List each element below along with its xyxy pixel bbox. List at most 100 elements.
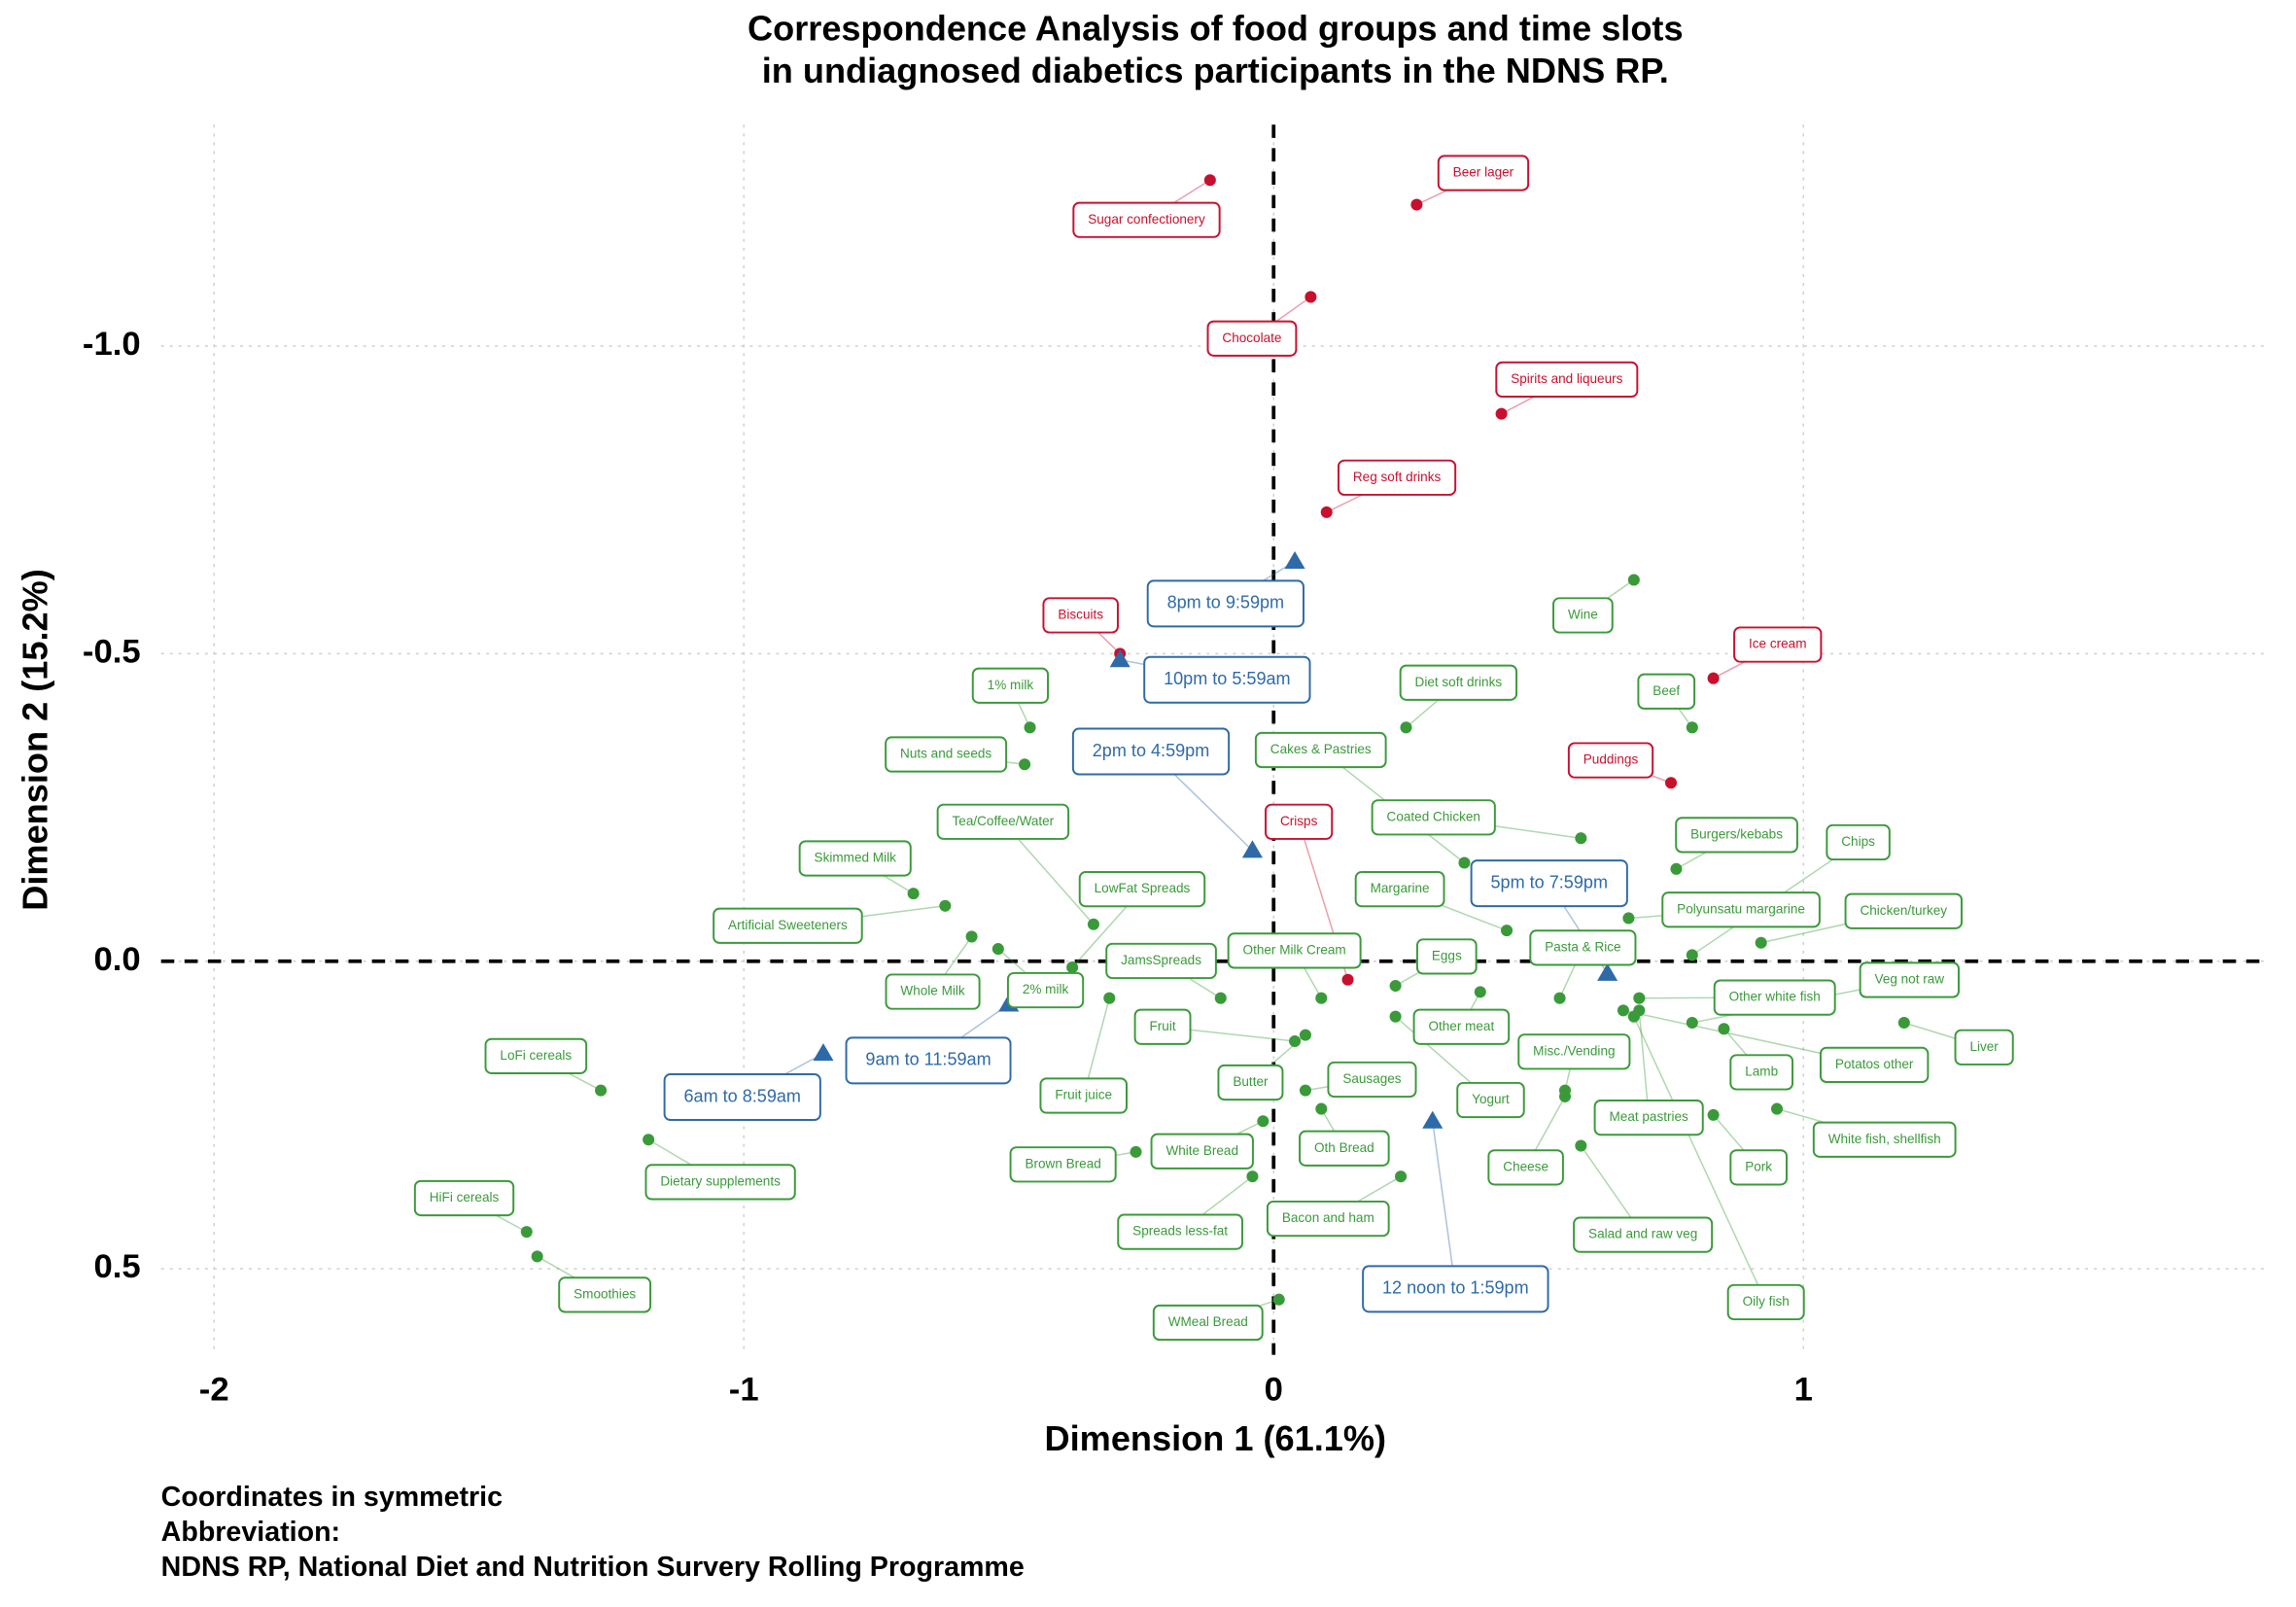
- point-label: Crisps: [1280, 814, 1318, 828]
- point-label: Polyunsatu margarine: [1677, 901, 1805, 916]
- point: [1707, 672, 1720, 684]
- point-label: Pasta & Rice: [1545, 939, 1620, 954]
- label-box: [413, 1179, 515, 1217]
- label-box: [1042, 597, 1119, 634]
- point-label: Bacon and ham: [1282, 1210, 1374, 1225]
- label-box: [971, 667, 1050, 704]
- point: [1299, 1029, 1311, 1041]
- point-label: Fruit juice: [1055, 1088, 1112, 1102]
- leader-line: [1432, 1121, 1457, 1289]
- point-label: Skimmed Milk: [815, 851, 897, 865]
- label-box: [1415, 938, 1478, 975]
- point-label: Smoothies: [574, 1286, 636, 1301]
- point: [1389, 1010, 1402, 1023]
- point: [1272, 1293, 1285, 1306]
- labels: Sugar confectionery Beer lager Chocolate Sp…: [413, 155, 2014, 1342]
- label-box: [1399, 664, 1518, 701]
- label-box: [1105, 942, 1217, 980]
- point-label: Dietary supplements: [660, 1173, 781, 1188]
- label-box: [1039, 1077, 1128, 1114]
- point: [531, 1250, 543, 1263]
- point-label: Sugar confectionery: [1088, 212, 1205, 227]
- y-tick-label: 0.0: [93, 941, 140, 978]
- label-box: [1495, 361, 1639, 399]
- label-box: [1071, 727, 1231, 776]
- point-label: Sausages: [1342, 1071, 1401, 1086]
- point-label: Salad and raw veg: [1588, 1227, 1697, 1241]
- label-box: [936, 803, 1070, 840]
- point: [1718, 1023, 1730, 1035]
- point: [1686, 721, 1698, 734]
- point-label: 1% milk: [988, 678, 1034, 692]
- point: [1305, 291, 1317, 303]
- point-label: LowFat Spreads: [1095, 881, 1191, 895]
- point: [1458, 856, 1471, 869]
- label-box: [1529, 929, 1637, 966]
- y-tick-label: -1.0: [83, 326, 141, 363]
- x-tick-label: 1: [1794, 1371, 1813, 1408]
- point-label: Butter: [1233, 1074, 1269, 1089]
- point-label: Liver: [1969, 1039, 1999, 1054]
- point: [1501, 925, 1513, 937]
- point-label: Wine: [1568, 608, 1598, 622]
- label-box: [1517, 1033, 1631, 1070]
- label-box: [558, 1276, 652, 1313]
- point: [1320, 506, 1333, 518]
- label-box: [1338, 459, 1457, 496]
- point-label: Oily fish: [1743, 1294, 1790, 1309]
- point: [1315, 1102, 1328, 1115]
- label-box: [1844, 892, 1963, 929]
- point-label: Fruit: [1150, 1019, 1176, 1033]
- point-label: 10pm to 5:59am: [1164, 669, 1291, 688]
- point-label: 2pm to 4:59pm: [1093, 741, 1209, 760]
- label-box: [1371, 799, 1496, 836]
- point: [1103, 992, 1116, 1004]
- point-label: Lamb: [1745, 1064, 1778, 1078]
- point: [1627, 574, 1640, 586]
- label-box: [845, 1036, 1012, 1085]
- label-box: [1729, 1149, 1788, 1186]
- point-label: Other Milk Cream: [1243, 942, 1346, 957]
- point: [1707, 1108, 1720, 1121]
- point-label: Other white fish: [1729, 990, 1821, 1004]
- label-box: [1470, 859, 1628, 908]
- label-box: [1713, 979, 1836, 1016]
- point-label: Chocolate: [1222, 331, 1281, 345]
- point: [1686, 1016, 1698, 1030]
- label-box: [484, 1037, 588, 1074]
- point: [1130, 1145, 1142, 1158]
- point: [1241, 840, 1263, 858]
- label-box: [885, 973, 981, 1010]
- point: [1553, 992, 1566, 1004]
- point: [1019, 758, 1031, 771]
- label-box: [1327, 1061, 1417, 1099]
- point-label: Beef: [1652, 683, 1680, 698]
- point-label: Eggs: [1432, 948, 1462, 962]
- point-label: Spirits and liqueurs: [1511, 371, 1622, 386]
- x-axis-title: Dimension 1 (61.1%): [1045, 1418, 1386, 1458]
- point-label: White Bread: [1165, 1143, 1238, 1158]
- label-box: [1227, 932, 1362, 969]
- point-label: Cakes & Pastries: [1270, 742, 1372, 756]
- label-box: [1637, 673, 1696, 710]
- point-label: Brown Bread: [1025, 1156, 1100, 1170]
- point: [965, 930, 978, 943]
- chart-title: in undiagnosed diabetics participants in…: [762, 51, 1669, 90]
- footnote: NDNS RP, National Diet and Nutrition Sur…: [161, 1552, 1025, 1583]
- point: [1246, 1170, 1259, 1183]
- marks: [520, 174, 1910, 1306]
- label-box: [1859, 961, 1960, 998]
- point-label: Puddings: [1583, 752, 1639, 767]
- point-label: Yogurt: [1472, 1092, 1510, 1106]
- point-label: Other meat: [1428, 1019, 1494, 1033]
- point-label: 6am to 8:59am: [683, 1086, 800, 1105]
- label-box: [1217, 1064, 1284, 1101]
- point: [595, 1084, 608, 1097]
- label-box: [1826, 823, 1891, 861]
- x-tick-label: -1: [729, 1371, 759, 1408]
- label-box: [1456, 1081, 1525, 1119]
- point-label: 8pm to 9:59pm: [1167, 593, 1284, 612]
- point-label: Chicken/turkey: [1860, 903, 1947, 918]
- point-label: Oth Bread: [1314, 1140, 1374, 1155]
- point-label: Artificial Sweeteners: [728, 918, 848, 932]
